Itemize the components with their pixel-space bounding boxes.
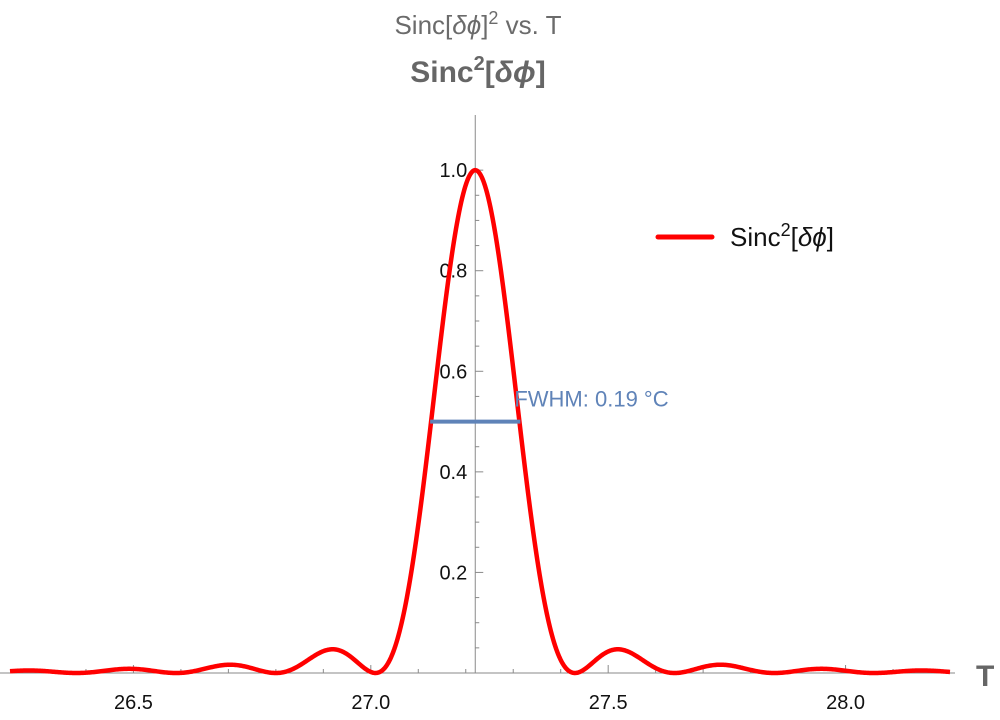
x-axis-label: T: [976, 660, 994, 693]
y-tick-label: 0.6: [439, 361, 467, 383]
chart-title: Sinc[δϕ]2 vs. T: [394, 8, 561, 40]
x-tick-label: 27.0: [351, 692, 390, 714]
series-line: [8, 167, 952, 676]
series-layer: [8, 167, 952, 676]
y-tick-label: 0.2: [439, 562, 467, 584]
legend-label: Sinc2[δϕ]: [730, 220, 834, 252]
annotation-layer: FWHM: 0.19 °C: [430, 387, 669, 424]
fwhm-label: FWHM: 0.19 °C: [514, 387, 668, 412]
x-tick-label: 28.0: [826, 692, 865, 714]
y-tick-label: 1.0: [439, 160, 467, 182]
x-tick-label: 27.5: [589, 692, 628, 714]
axes: [0, 115, 955, 674]
chart-subtitle: Sinc2[δϕ]: [410, 53, 546, 89]
tick-labels: 26.5 27.0 27.5 28.0 0.2 0.4 0.6 0.8 1.0: [114, 160, 865, 714]
y-tick-label: 0.8: [439, 261, 467, 283]
legend: Sinc2[δϕ]: [655, 220, 834, 252]
x-tick-label: 26.5: [114, 692, 153, 714]
y-tick-label: 0.4: [439, 462, 467, 484]
